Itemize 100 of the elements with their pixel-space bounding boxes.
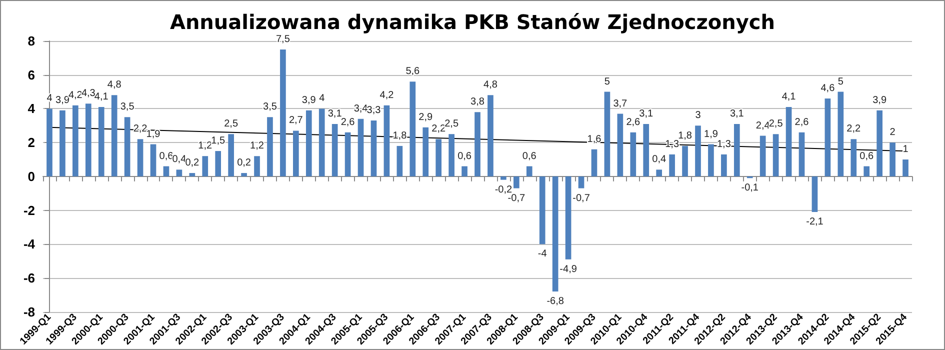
bar <box>695 126 701 176</box>
bar <box>60 110 66 176</box>
y-tick-label: -4 <box>23 236 36 252</box>
data-label: -0,2 <box>494 184 512 196</box>
bar <box>462 166 468 176</box>
bar <box>280 49 286 176</box>
bar <box>876 110 882 176</box>
data-label: 4,6 <box>820 83 836 94</box>
data-label: 2,4 <box>756 120 770 132</box>
bar <box>396 146 403 176</box>
data-label: 1,9 <box>704 128 718 140</box>
bar <box>384 105 390 176</box>
bar <box>864 166 870 176</box>
bar <box>176 170 182 176</box>
data-label: 2,6 <box>794 116 810 128</box>
bar <box>318 108 325 176</box>
bar <box>760 136 766 176</box>
bar <box>890 142 896 176</box>
data-label: 0,4 <box>652 154 666 166</box>
data-label: 3,3 <box>366 105 382 116</box>
bar <box>410 82 416 176</box>
data-label: 3,5 <box>263 102 278 113</box>
bar <box>474 112 480 176</box>
data-label: 0,6 <box>458 150 472 162</box>
bar <box>708 144 714 176</box>
data-label: 1,8 <box>678 130 692 142</box>
y-tick-label: -6 <box>23 270 35 286</box>
data-label: -4,9 <box>560 264 578 275</box>
bar <box>902 159 908 176</box>
bar <box>682 146 688 176</box>
bar <box>526 166 532 176</box>
y-tick-label: 2 <box>28 135 35 150</box>
data-label: -0,7 <box>572 192 590 204</box>
data-label: 3,5 <box>120 102 135 113</box>
y-tick-label: 4 <box>28 101 36 116</box>
bar <box>617 114 624 176</box>
bar <box>488 95 494 176</box>
bar <box>267 117 273 176</box>
data-label: 3,1 <box>639 108 654 120</box>
data-label: 5 <box>604 76 610 88</box>
y-tick-label: 8 <box>28 34 35 48</box>
bar <box>552 176 558 292</box>
bar <box>798 132 805 176</box>
chart-title: Annualizowana dynamika PKB Stanów Zjednoczonych <box>170 10 776 34</box>
data-label: 4,1 <box>94 92 109 103</box>
bar <box>163 166 170 176</box>
data-label: 2,6 <box>626 116 641 128</box>
bar <box>254 156 260 176</box>
data-label: -6,8 <box>546 296 564 308</box>
bar <box>539 176 546 244</box>
bar <box>202 156 208 176</box>
data-label: 4,3 <box>81 88 96 100</box>
data-label: 0,6 <box>522 150 537 162</box>
bar <box>812 176 818 212</box>
bar <box>448 134 454 176</box>
y-tick-label: -2 <box>23 202 35 218</box>
bar <box>306 110 312 176</box>
bar <box>46 108 52 176</box>
bar <box>370 120 377 176</box>
y-tick-label: 6 <box>28 67 35 82</box>
bar <box>513 176 520 188</box>
y-tick-label: 0 <box>28 168 35 184</box>
data-label: 2,2 <box>846 124 862 135</box>
bar <box>241 173 247 176</box>
data-label: 3,7 <box>613 98 628 110</box>
bar <box>734 124 740 176</box>
data-label: 2,7 <box>288 115 304 126</box>
data-label: 4,2 <box>380 90 394 101</box>
data-label: 2 <box>890 127 896 138</box>
data-label: 0,6 <box>860 150 874 162</box>
bar <box>772 134 779 176</box>
data-label: 5 <box>838 76 844 88</box>
bar <box>643 124 650 176</box>
data-label: 2,6 <box>340 116 356 128</box>
bar <box>824 98 831 176</box>
bar <box>293 130 299 176</box>
data-label: 0,2 <box>185 158 200 169</box>
data-label: 4,8 <box>107 80 122 91</box>
data-label: 1,9 <box>146 128 161 140</box>
data-label: 2,9 <box>418 112 434 123</box>
data-label: 4,2 <box>68 90 83 101</box>
data-label: 4,1 <box>782 92 796 103</box>
data-label: 4,8 <box>484 80 498 91</box>
bar <box>137 139 144 176</box>
bar <box>578 176 584 188</box>
bar <box>656 170 662 176</box>
bar <box>124 117 130 176</box>
data-label: -4 <box>538 248 548 260</box>
bar <box>604 92 610 176</box>
data-label: 2,5 <box>768 118 784 130</box>
data-label: 1 <box>902 144 909 155</box>
bar <box>850 139 857 176</box>
data-label: 5,6 <box>406 66 420 78</box>
data-label: 0,4 <box>172 154 187 166</box>
data-label: 3,4 <box>354 103 368 114</box>
data-label: 1,2 <box>198 140 213 152</box>
data-label: 3,9 <box>302 94 316 106</box>
bar <box>215 151 222 176</box>
bar <box>630 132 636 176</box>
data-label: 4 <box>319 93 326 104</box>
